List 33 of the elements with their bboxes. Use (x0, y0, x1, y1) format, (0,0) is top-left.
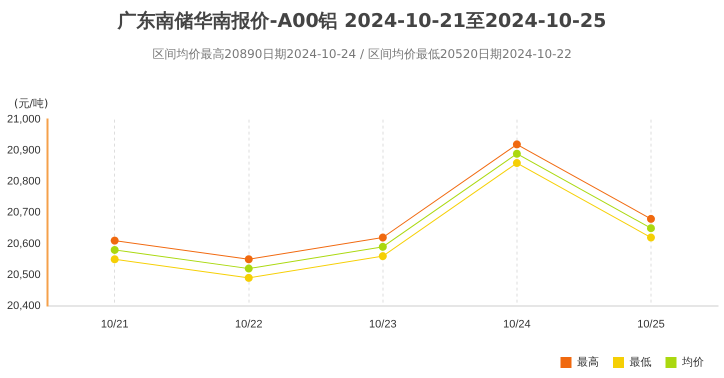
point (378, 252, 387, 260)
y-tick-label: 20,600 (6, 238, 41, 250)
point (244, 274, 253, 282)
chart-subtitle: 区间均价最高20890日期2024-10-24 / 区间均价最低20520日期2024-10-22 (151, 46, 573, 63)
point (244, 255, 253, 264)
point (378, 242, 387, 251)
y-tick-label: 20,500 (6, 268, 41, 281)
y-tick-label: 20,400 (6, 300, 41, 312)
x-tick-label: 10/25 (637, 318, 665, 330)
legend-label: 最高 (577, 355, 599, 368)
chart-title: 广东南储华南报价-A00铝 2024-10-21至2024-10-25 (116, 9, 608, 34)
x-tick-label: 10/23 (369, 318, 397, 330)
x-tick-label: 10/22 (234, 318, 263, 330)
y-tick-label: 20,900 (6, 144, 41, 157)
legend-label: 最低 (630, 355, 652, 368)
y-tick-label: 20,800 (6, 176, 41, 188)
y-tick-label: 20,700 (6, 206, 41, 219)
x-tick-label: 10/21 (100, 318, 128, 330)
point (646, 234, 655, 242)
point (512, 150, 521, 158)
x-tick-label: 10/24 (503, 318, 531, 330)
point (110, 255, 119, 264)
point (512, 159, 521, 168)
y-tick-label: 21,000 (6, 114, 41, 126)
point (512, 140, 521, 148)
point (646, 214, 655, 223)
point (110, 236, 119, 245)
point (110, 246, 119, 254)
y-axis-title: (元/吨) (14, 96, 48, 111)
legend-label: 均价 (681, 355, 704, 368)
point (244, 264, 253, 273)
point (378, 234, 387, 242)
point (646, 224, 655, 232)
